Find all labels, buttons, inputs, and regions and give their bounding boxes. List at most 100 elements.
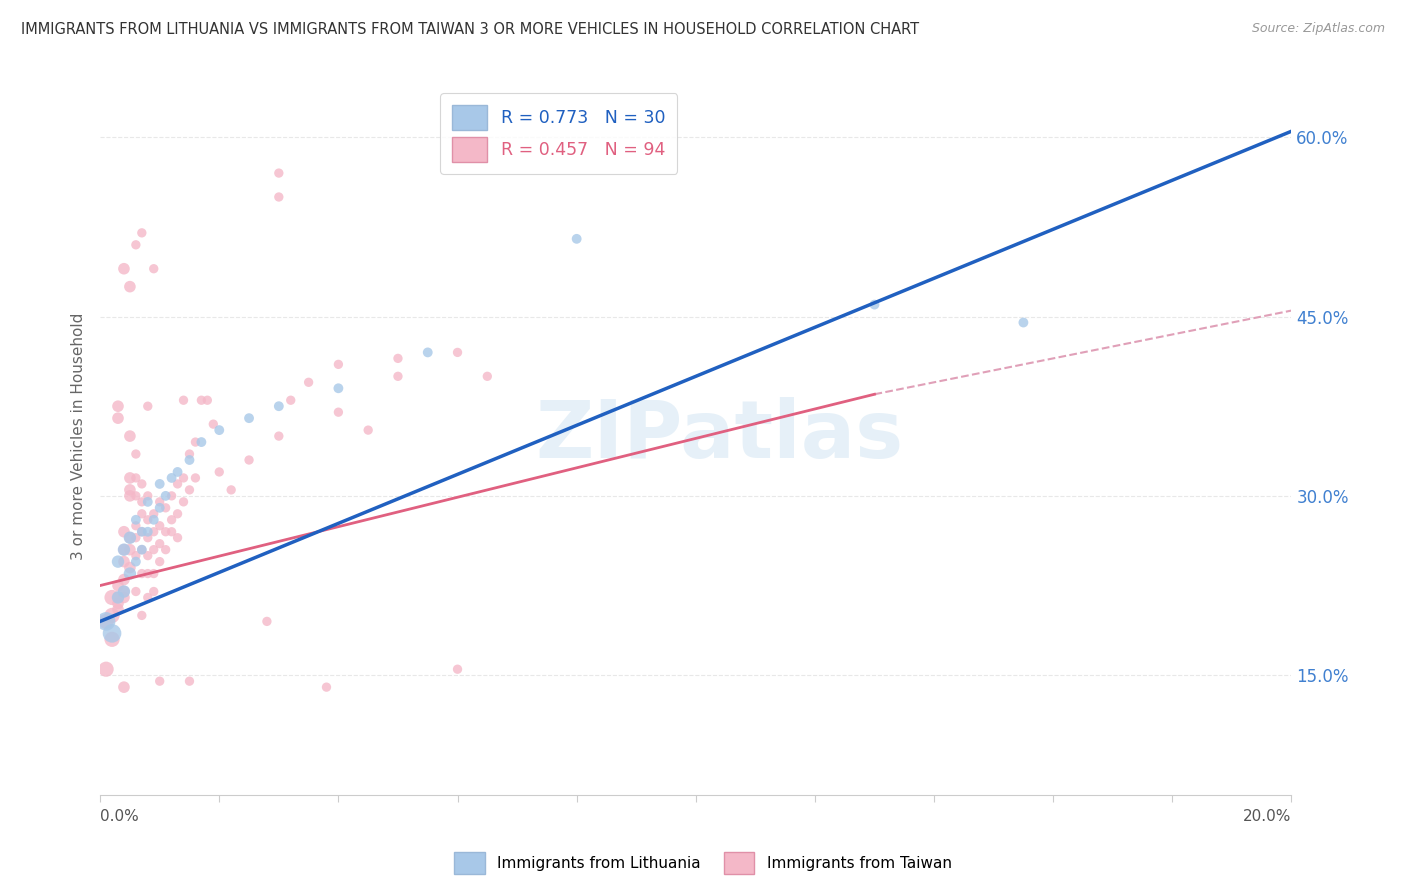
Point [118,429,141,443]
Point [160,471,183,485]
Point [565,232,588,246]
Point [149,477,172,491]
Point [208,423,231,437]
Point [863,297,886,311]
Point [136,566,159,581]
Point [219,483,242,497]
Point [328,381,350,395]
Point [149,518,172,533]
Point [131,608,153,623]
Point [166,507,188,521]
Point [179,674,201,689]
Text: 20.0%: 20.0% [1243,809,1292,824]
Text: Source: ZipAtlas.com: Source: ZipAtlas.com [1251,22,1385,36]
Point [315,680,337,694]
Point [179,447,201,461]
Point [446,662,468,676]
Point [202,417,225,431]
Point [136,513,159,527]
Point [112,555,135,569]
Point [387,351,409,366]
Point [136,399,159,413]
Point [256,615,278,629]
Point [131,495,153,509]
Point [107,602,129,616]
Point [118,489,141,503]
Point [166,531,188,545]
Legend: Immigrants from Lithuania, Immigrants from Taiwan: Immigrants from Lithuania, Immigrants fr… [449,846,957,880]
Point [328,357,350,371]
Point [160,513,183,527]
Text: 0.0%: 0.0% [100,809,139,824]
Point [297,376,319,390]
Point [125,237,148,252]
Point [131,524,153,539]
Point [142,524,165,539]
Point [142,584,165,599]
Point [195,393,218,408]
Point [112,542,135,557]
Point [118,531,141,545]
Point [118,566,141,581]
Point [112,573,135,587]
Point [107,591,129,605]
Point [94,615,117,629]
Point [94,662,117,676]
Point [149,495,172,509]
Point [136,495,159,509]
Point [149,674,172,689]
Point [112,584,135,599]
Point [142,507,165,521]
Point [136,524,159,539]
Point [149,555,172,569]
Point [131,566,153,581]
Point [118,471,141,485]
Point [118,483,141,497]
Point [125,513,148,527]
Point [136,531,159,545]
Point [267,166,290,180]
Point [131,524,153,539]
Point [125,447,148,461]
Point [160,524,183,539]
Point [357,423,380,437]
Point [149,537,172,551]
Point [101,626,124,640]
Point [155,489,177,503]
Point [155,500,177,515]
Point [131,542,153,557]
Point [160,489,183,503]
Point [446,345,468,359]
Point [173,393,195,408]
Point [149,500,172,515]
Point [118,279,141,293]
Point [155,542,177,557]
Point [477,369,499,384]
Point [125,549,148,563]
Point [125,555,148,569]
Point [190,435,212,450]
Point [280,393,302,408]
Point [142,513,165,527]
Point [190,393,212,408]
Point [173,495,195,509]
Point [1012,316,1035,330]
Point [208,465,231,479]
Legend: R = 0.773   N = 30, R = 0.457   N = 94: R = 0.773 N = 30, R = 0.457 N = 94 [440,94,678,174]
Point [107,578,129,592]
Point [136,489,159,503]
Point [328,405,350,419]
Point [179,483,201,497]
Point [112,524,135,539]
Point [118,560,141,574]
Point [107,597,129,611]
Point [112,680,135,694]
Point [118,542,141,557]
Point [112,542,135,557]
Point [112,584,135,599]
Point [166,465,188,479]
Point [136,591,159,605]
Point [112,591,135,605]
Point [131,477,153,491]
Point [101,608,124,623]
